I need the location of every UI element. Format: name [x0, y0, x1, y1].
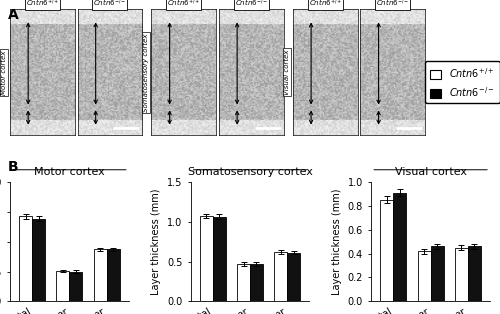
Y-axis label: Layer thickness (mm): Layer thickness (mm) [152, 188, 162, 295]
Bar [56, 271, 70, 301]
Bar [430, 246, 444, 301]
Bar [418, 251, 430, 301]
Y-axis label: Layer thickness (mm): Layer thickness (mm) [332, 188, 342, 295]
Bar [468, 246, 480, 301]
Title: $Cntn6^{+/+}$: $Cntn6^{+/+}$ [308, 0, 342, 9]
Bar [380, 200, 394, 301]
Title: $Cntn6^{-/-}$: $Cntn6^{-/-}$ [94, 0, 126, 9]
Bar [454, 247, 468, 301]
Text: A: A [8, 8, 18, 22]
Title: Visual cortex: Visual cortex [394, 167, 466, 177]
Bar [200, 216, 213, 301]
Legend: $Cntn6^{+/+}$, $Cntn6^{-/-}$: $Cntn6^{+/+}$, $Cntn6^{-/-}$ [425, 61, 500, 103]
Bar [32, 219, 46, 301]
Title: $Cntn6^{+/+}$: $Cntn6^{+/+}$ [167, 0, 200, 9]
Bar [237, 264, 250, 301]
Bar [70, 272, 82, 301]
Y-axis label: Motor cortex: Motor cortex [1, 50, 7, 95]
Text: B: B [8, 160, 18, 174]
Title: $Cntn6^{-/-}$: $Cntn6^{-/-}$ [376, 0, 410, 9]
Bar [94, 249, 106, 301]
Bar [287, 253, 300, 301]
Bar [213, 217, 226, 301]
Title: Somatosensory cortex: Somatosensory cortex [188, 167, 312, 177]
Y-axis label: Visual cortex: Visual cortex [284, 50, 290, 95]
Bar [250, 264, 263, 301]
Title: $Cntn6^{+/+}$: $Cntn6^{+/+}$ [26, 0, 59, 9]
Bar [274, 252, 287, 301]
Bar [20, 216, 32, 301]
Y-axis label: Somatosensory cortex: Somatosensory cortex [142, 33, 148, 111]
Title: Motor cortex: Motor cortex [34, 167, 105, 177]
Title: $Cntn6^{-/-}$: $Cntn6^{-/-}$ [235, 0, 268, 9]
Bar [106, 249, 120, 301]
Bar [394, 192, 406, 301]
